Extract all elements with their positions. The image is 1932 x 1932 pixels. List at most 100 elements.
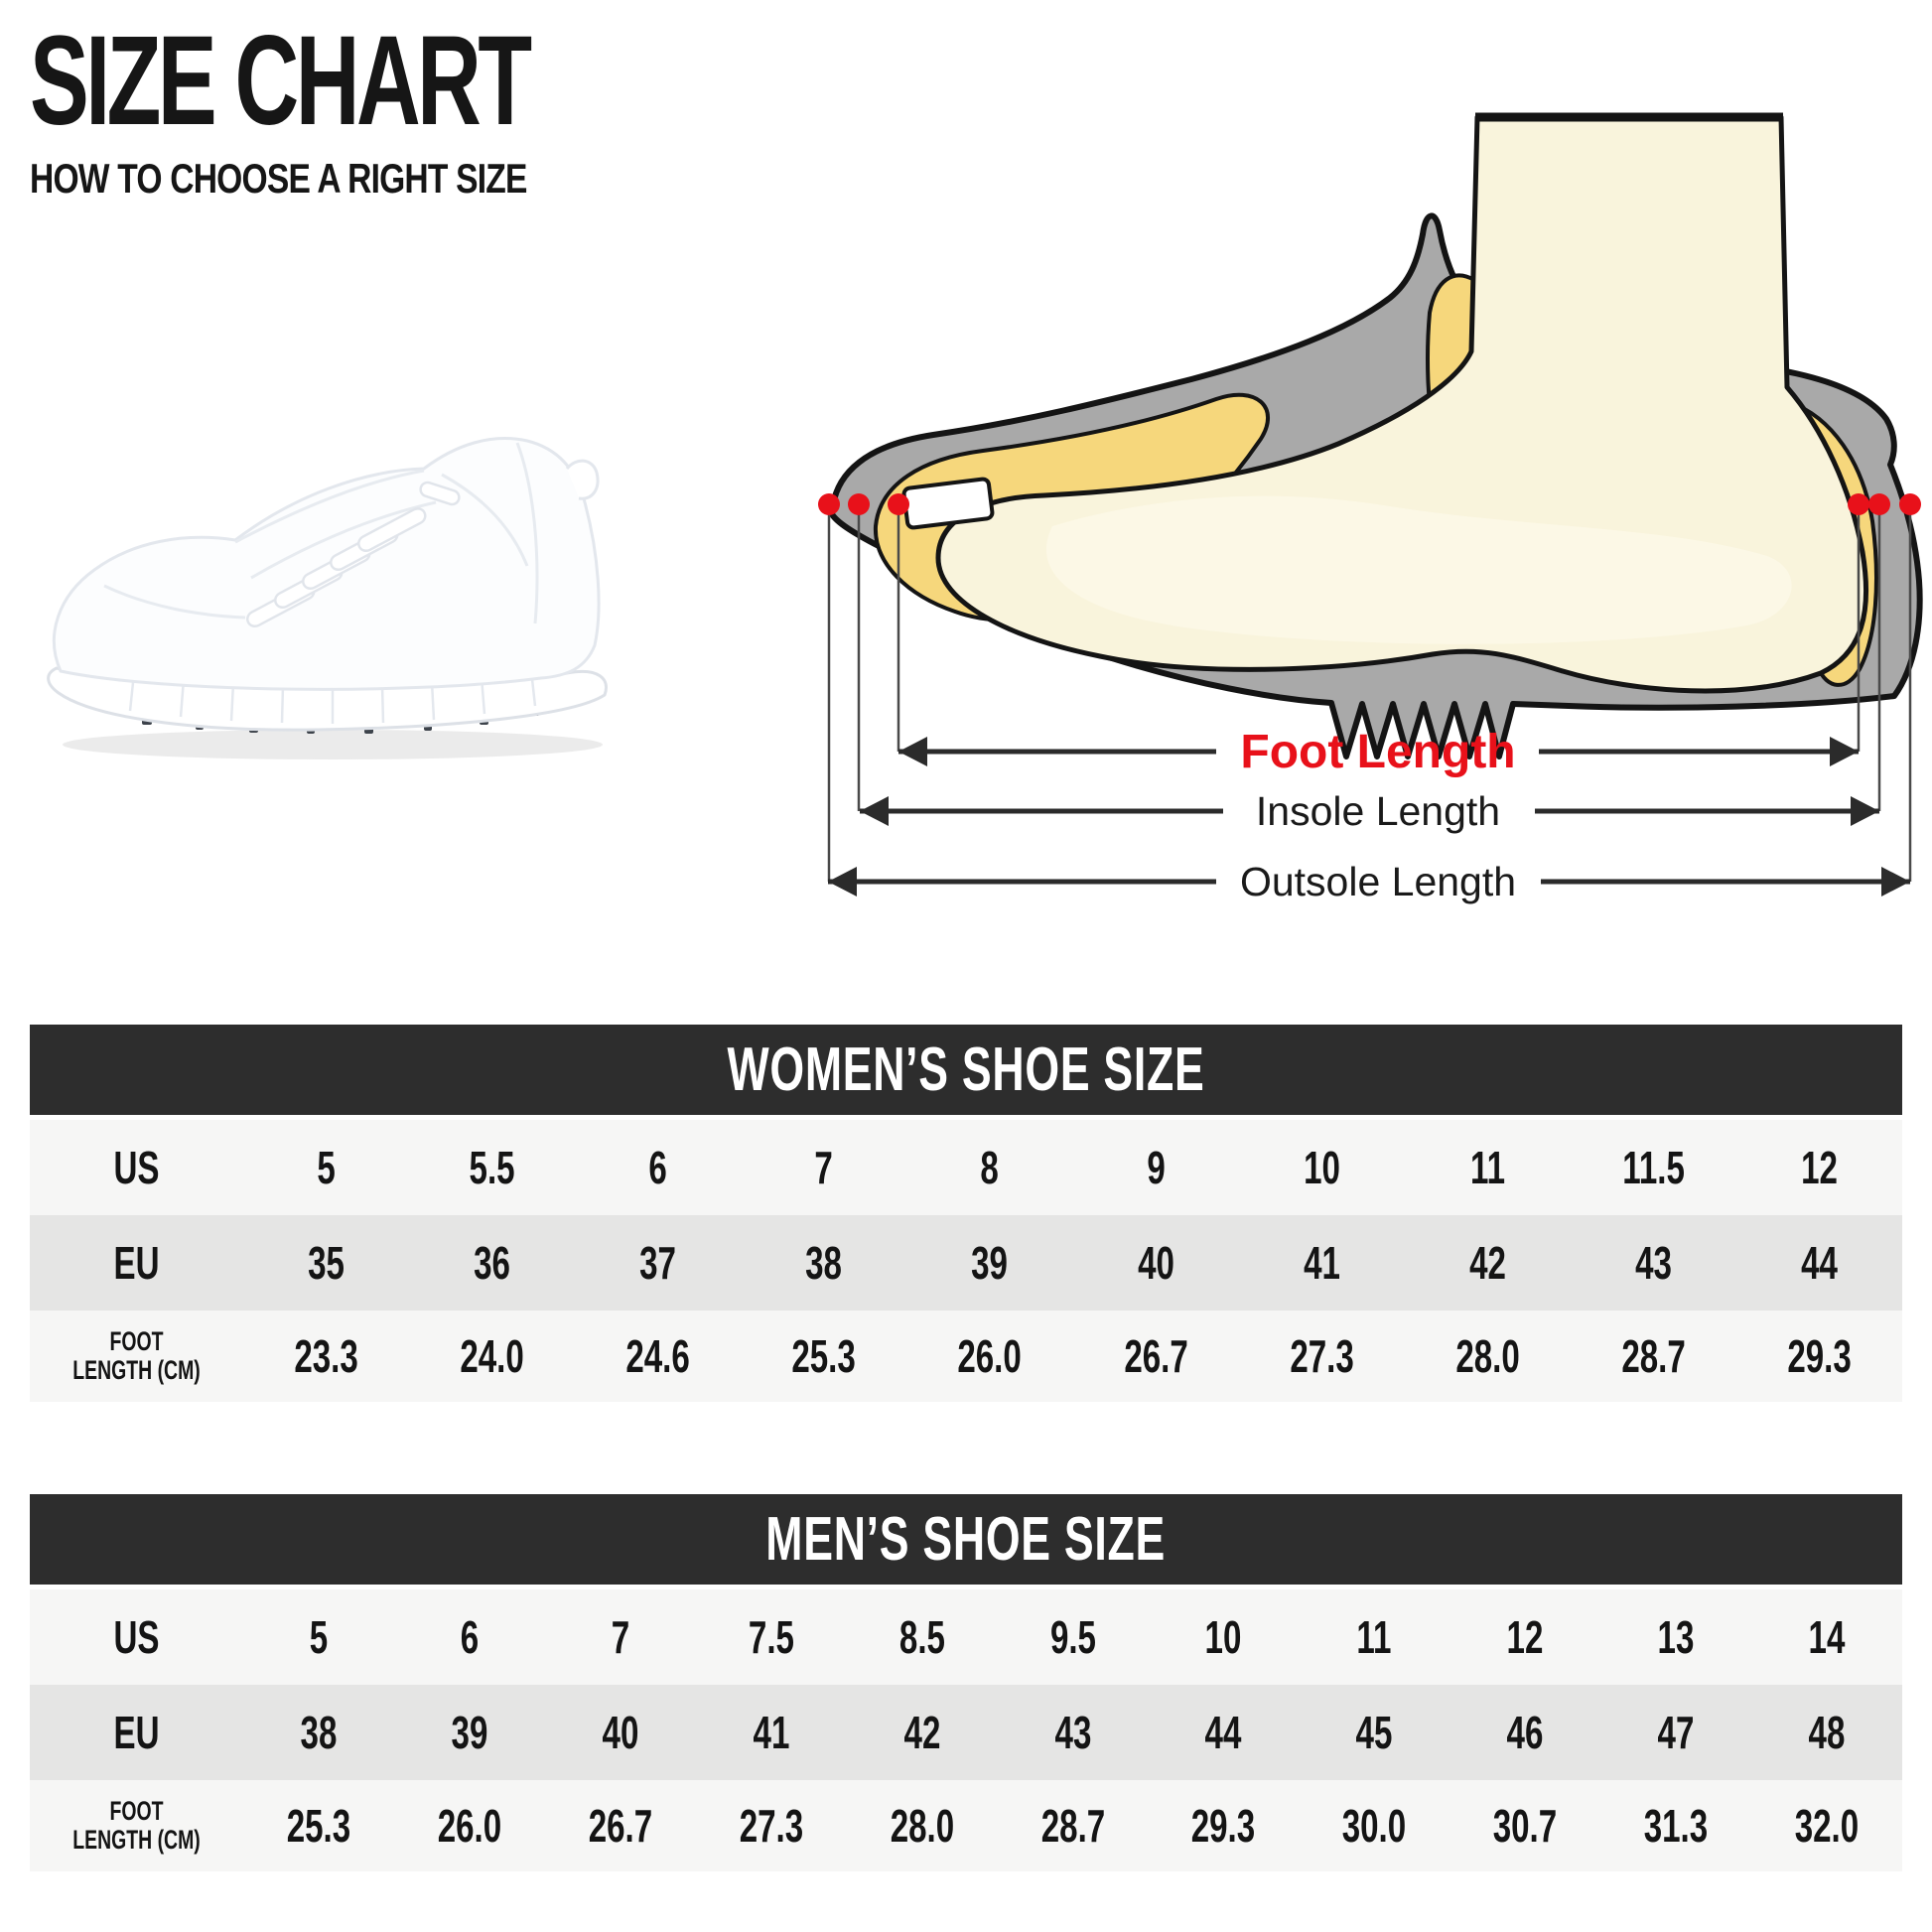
womens-eu-values: 35 36 37 38 39 40 41 42 43 44	[243, 1215, 1902, 1311]
row-label-eu: EU	[60, 1710, 213, 1755]
mens-eu-values: 38 39 40 41 42 43 44 45 46 47 48	[243, 1685, 1902, 1780]
size-cell: 12	[1801, 1142, 1838, 1193]
page-title: SIZE CHART	[30, 10, 532, 152]
size-cell: 48	[1808, 1707, 1846, 1758]
foot-length-arrow	[898, 737, 1859, 766]
womens-footlength-row: FOOT LENGTH (CM) 23.3 24.0 24.6 25.3 26.0 26.…	[30, 1311, 1902, 1402]
size-cell: 9	[1146, 1142, 1166, 1193]
size-cell: 28.7	[1040, 1800, 1105, 1852]
size-cell: 37	[639, 1237, 677, 1289]
mens-us-row: US 5 6 7 7.5 8.5 9.5 10 11 12 13 14	[30, 1589, 1902, 1685]
womens-table-header: WOMEN’S SHOE SIZE	[30, 1025, 1902, 1120]
size-cell: 7.5	[748, 1611, 794, 1663]
row-label-us: US	[60, 1614, 213, 1660]
size-cell: 7	[611, 1611, 629, 1663]
size-cell: 28.0	[890, 1800, 954, 1852]
size-cell: 39	[971, 1237, 1009, 1289]
size-cell: 38	[300, 1707, 338, 1758]
measurement-guide-lines	[827, 506, 1912, 882]
size-cell: 40	[1137, 1237, 1174, 1289]
size-cell: 28.7	[1621, 1330, 1686, 1382]
size-cell: 26.7	[588, 1800, 652, 1852]
size-cell: 45	[1355, 1707, 1393, 1758]
mens-footlength-row: FOOT LENGTH (CM) 25.3 26.0 26.7 27.3 28.0 28.…	[30, 1780, 1902, 1871]
size-cell: 14	[1808, 1611, 1846, 1663]
size-cell: 13	[1657, 1611, 1695, 1663]
foot-highlight	[1045, 495, 1792, 644]
size-cell: 25.3	[791, 1330, 857, 1382]
sneaker-image	[47, 437, 608, 759]
row-label-text: US	[113, 1142, 160, 1193]
size-cell: 38	[805, 1237, 843, 1289]
brand-header: SIZE CHART HOW TO CHOOSE A RIGHT SIZE	[30, 18, 743, 203]
row-label-text: EU	[113, 1707, 160, 1758]
foot-length-label: Foot Length	[1240, 726, 1515, 778]
row-label-line2: LENGTH (CM)	[72, 1825, 201, 1855]
size-cell: 28.0	[1455, 1330, 1520, 1382]
size-cell: 32.0	[1794, 1800, 1860, 1852]
row-label-line1: FOOT	[109, 1795, 164, 1826]
size-cell: 27.3	[1289, 1330, 1354, 1382]
size-cell: 36	[474, 1237, 511, 1289]
mens-us-values: 5 6 7 7.5 8.5 9.5 10 11 12 13 14	[243, 1589, 1902, 1685]
size-cell: 42	[1468, 1237, 1506, 1289]
size-cell: 24.0	[460, 1330, 524, 1382]
size-cell: 26.0	[437, 1800, 502, 1852]
size-cell: 29.3	[1787, 1330, 1852, 1382]
size-cell: 44	[1801, 1237, 1838, 1289]
mens-eu-row: EU 38 39 40 41 42 43 44 45 46 47 48	[30, 1685, 1902, 1780]
outsole-length-arrow	[828, 867, 1910, 897]
sneaker-shadow	[63, 730, 603, 759]
size-cell: 7	[814, 1142, 834, 1193]
size-cell: 44	[1204, 1707, 1242, 1758]
row-label-foot-length: FOOT LENGTH (CM)	[60, 1795, 213, 1855]
size-cell: 43	[1634, 1237, 1672, 1289]
size-cell: 41	[753, 1707, 790, 1758]
outsole-length-label: Outsole Length	[1240, 859, 1516, 904]
womens-table-title: WOMEN’S SHOE SIZE	[727, 1035, 1205, 1104]
womens-size-table: WOMEN’S SHOE SIZE US 5 5.5 6 7 8 9 10 11 11.5 12 …	[30, 1025, 1902, 1402]
size-cell: 26.0	[957, 1330, 1023, 1382]
foot-measurement-diagram: Foot Length Insole Length Outsole Length	[818, 112, 1923, 904]
size-cell: 10	[1204, 1611, 1242, 1663]
size-cell: 40	[602, 1707, 639, 1758]
size-cell: 8	[980, 1142, 1000, 1193]
mens-size-table: MEN’S SHOE SIZE US 5 6 7 7.5 8.5 9.5 10 11 12 13 1…	[30, 1494, 1902, 1871]
size-cell: 10	[1303, 1142, 1340, 1193]
size-cell: 31.3	[1643, 1800, 1709, 1852]
size-cell: 11	[1356, 1611, 1392, 1663]
row-label-text: EU	[113, 1237, 160, 1289]
size-cell: 11.5	[1622, 1142, 1685, 1193]
size-cell: 12	[1506, 1611, 1544, 1663]
size-cell: 9.5	[1049, 1611, 1096, 1663]
mens-table-header: MEN’S SHOE SIZE	[30, 1494, 1902, 1589]
toenail	[901, 477, 995, 530]
size-cell: 6	[648, 1142, 667, 1193]
size-cell: 47	[1657, 1707, 1695, 1758]
womens-footlength-values: 23.3 24.0 24.6 25.3 26.0 26.7 27.3 28.0 28.7 29.3	[243, 1311, 1902, 1402]
mens-table-title: MEN’S SHOE SIZE	[765, 1505, 1167, 1574]
womens-us-row: US 5 5.5 6 7 8 9 10 11 11.5 12	[30, 1120, 1902, 1215]
size-cell: 42	[903, 1707, 940, 1758]
size-cell: 35	[308, 1237, 345, 1289]
size-cell: 30.0	[1342, 1800, 1407, 1852]
row-label-eu: EU	[60, 1240, 213, 1286]
size-cell: 29.3	[1191, 1800, 1256, 1852]
size-cell: 46	[1506, 1707, 1544, 1758]
size-cell: 5.5	[469, 1142, 515, 1193]
size-cell: 30.7	[1492, 1800, 1558, 1852]
size-cell: 43	[1054, 1707, 1091, 1758]
size-cell: 6	[460, 1611, 480, 1663]
sneaker-heel-tab	[565, 459, 600, 500]
size-cell: 27.3	[739, 1800, 803, 1852]
size-cell: 26.7	[1123, 1330, 1188, 1382]
insole-length-arrow	[860, 796, 1879, 826]
row-label-line1: FOOT	[109, 1325, 164, 1356]
womens-us-values: 5 5.5 6 7 8 9 10 11 11.5 12	[243, 1120, 1902, 1215]
size-cell: 5	[309, 1611, 329, 1663]
mens-footlength-values: 25.3 26.0 26.7 27.3 28.0 28.7 29.3 30.0 30.7 31.3…	[243, 1780, 1902, 1871]
size-cell: 25.3	[286, 1800, 351, 1852]
size-cell: 41	[1303, 1237, 1340, 1289]
row-label-foot-length: FOOT LENGTH (CM)	[60, 1325, 213, 1385]
